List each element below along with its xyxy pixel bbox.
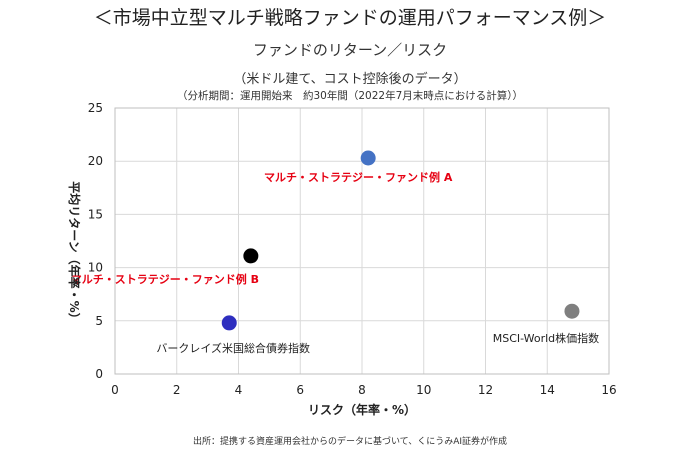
axis-ticks: 0 2 4 6 8 10 12 14 16 0 5 10 15 20 25 [88, 101, 617, 397]
x-tick-label: 2 [173, 383, 181, 397]
data-point [360, 150, 376, 166]
data-point-label: マルチ・ストラテジー・ファンド例 A [264, 170, 453, 184]
x-tick-label: 16 [601, 383, 616, 397]
point-labels: マルチ・ストラテジー・ファンド例 A マルチ・ストラテジー・ファンド例 B バークレ… [71, 170, 599, 355]
data-point [564, 303, 580, 319]
chart-subtitle-currency: （米ドル建て、コスト控除後のデータ） [233, 72, 467, 87]
x-tick-label: 14 [540, 383, 555, 397]
chart-subtitle-period: （分析期間：運用開始来 約30年間（2022年7月末時点における計算）） [176, 90, 523, 102]
data-point-label: バークレイズ米国総合債券指数 [156, 341, 310, 355]
x-tick-label: 4 [235, 383, 243, 397]
x-tick-label: 6 [296, 383, 304, 397]
x-tick-label: 12 [478, 383, 493, 397]
x-axis-label: リスク（年率・%） [308, 402, 416, 417]
y-tick-label: 20 [88, 154, 103, 168]
data-point [221, 315, 237, 331]
chart-title: ＜市場中立型マルチ戦略ファンドの運用パフォーマンス例＞ [93, 7, 607, 29]
y-tick-label: 0 [95, 367, 103, 381]
chart-subtitle: ファンドのリターン／リスク [252, 41, 448, 59]
data-point-label: MSCI-World株価指数 [493, 331, 599, 345]
y-tick-label: 15 [88, 207, 103, 221]
y-tick-label: 25 [88, 101, 103, 115]
y-tick-label: 10 [88, 261, 103, 275]
data-point-label: マルチ・ストラテジー・ファンド例 B [71, 272, 259, 286]
x-tick-label: 0 [111, 383, 119, 397]
y-axis-label: 平均リターン（年率・%） [67, 181, 82, 324]
x-tick-label: 8 [358, 383, 366, 397]
source-note: 出所：提携する資産運用会社からのデータに基づいて、くにうみAI証券が作成 [192, 437, 508, 447]
data-point [243, 248, 259, 264]
plot-frame [114, 107, 610, 375]
x-tick-label: 10 [416, 383, 431, 397]
y-tick-label: 5 [95, 314, 103, 328]
data-points [221, 150, 580, 331]
